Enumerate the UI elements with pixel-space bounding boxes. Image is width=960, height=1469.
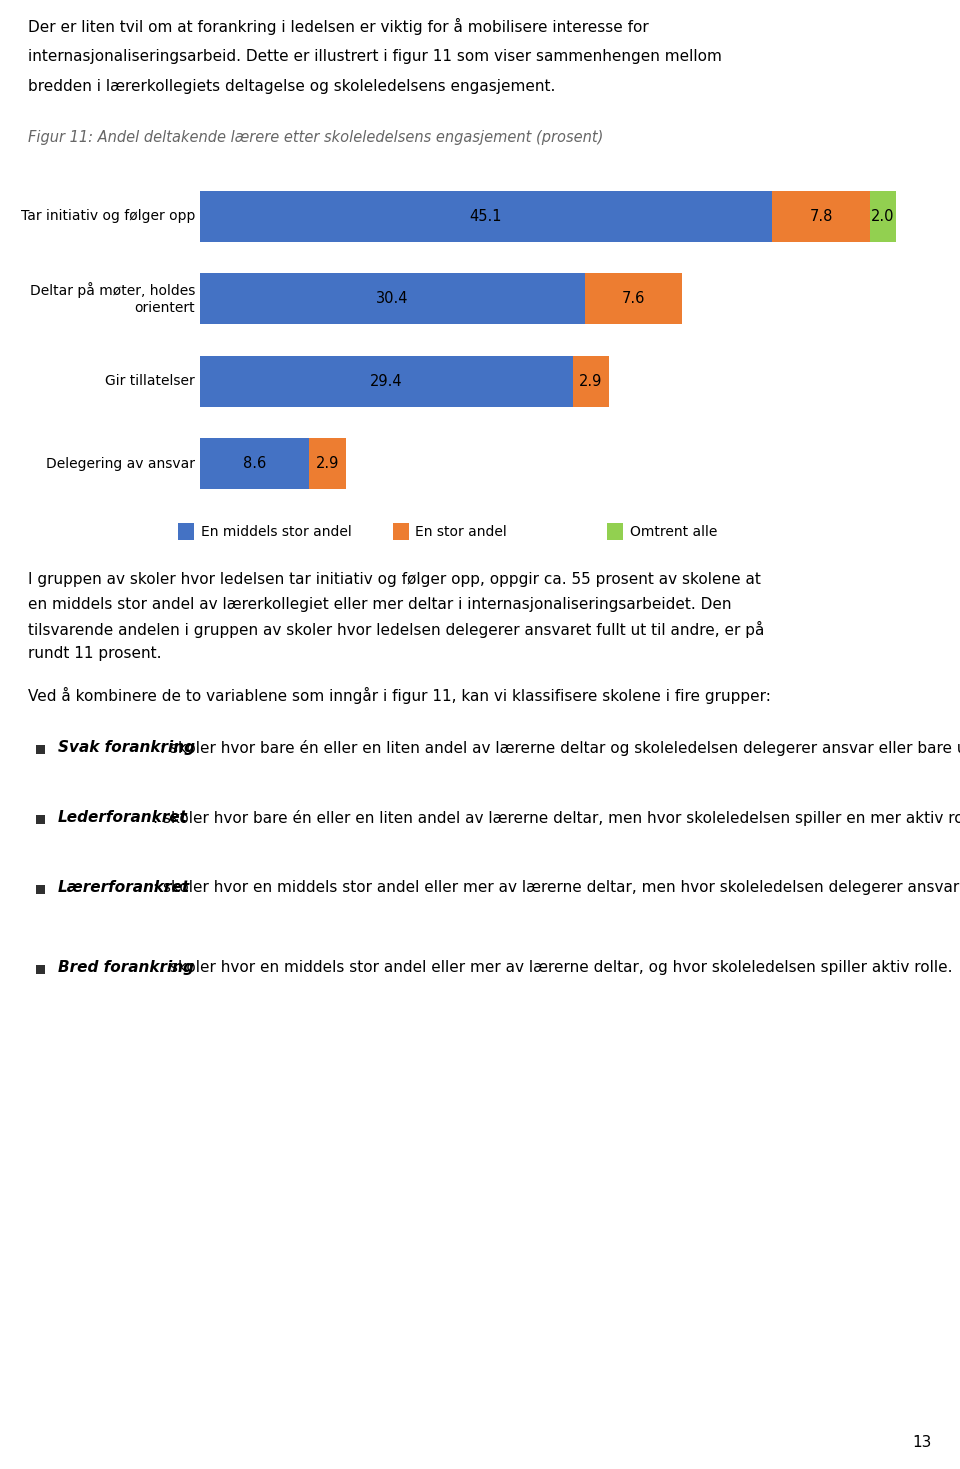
- Text: 2.0: 2.0: [872, 209, 895, 223]
- Bar: [772, 191, 871, 242]
- Text: : skoler hvor bare én eller en liten andel av lærerne deltar og skoleledelsen de: : skoler hvor bare én eller en liten and…: [160, 740, 960, 757]
- Text: : skoler hvor bare én eller en liten andel av lærerne deltar, men hvor skolelede: : skoler hvor bare én eller en liten and…: [154, 809, 960, 826]
- Text: 2.9: 2.9: [579, 373, 603, 389]
- Text: tilsvarende andelen i gruppen av skoler hvor ledelsen delegerer ansvaret fullt u: tilsvarende andelen i gruppen av skoler …: [28, 621, 764, 639]
- Text: en middels stor andel av lærerkollegiet eller mer deltar i internasjonaliserings: en middels stor andel av lærerkollegiet …: [28, 596, 732, 611]
- Text: 2.9: 2.9: [316, 457, 339, 472]
- Text: 30.4: 30.4: [376, 291, 409, 306]
- Text: Deltar på møter, holdes
orientert: Deltar på møter, holdes orientert: [30, 282, 195, 316]
- Text: 13: 13: [912, 1435, 931, 1450]
- Bar: [572, 355, 610, 407]
- Text: Lederforankret: Lederforankret: [58, 809, 188, 826]
- Text: Svak forankring: Svak forankring: [58, 740, 195, 755]
- Bar: [200, 273, 586, 325]
- Bar: [200, 191, 772, 242]
- Bar: [178, 523, 194, 539]
- Text: internasjonaliseringsarbeid. Dette er illustrert i figur 11 som viser sammenheng: internasjonaliseringsarbeid. Dette er il…: [28, 48, 722, 63]
- Text: 29.4: 29.4: [370, 373, 402, 389]
- Text: Gir tillatelser: Gir tillatelser: [106, 375, 195, 388]
- Bar: [393, 523, 409, 539]
- Text: Delegering av ansvar: Delegering av ansvar: [46, 457, 195, 470]
- Bar: [871, 191, 896, 242]
- Bar: [309, 438, 346, 489]
- Text: rundt 11 prosent.: rundt 11 prosent.: [28, 646, 161, 661]
- Text: Tar initiativ og følger opp: Tar initiativ og følger opp: [20, 209, 195, 223]
- Text: 7.8: 7.8: [809, 209, 832, 223]
- Text: 8.6: 8.6: [243, 457, 266, 472]
- Text: Bred forankring: Bred forankring: [58, 961, 194, 975]
- Bar: [200, 438, 309, 489]
- Bar: [586, 273, 682, 325]
- Text: Omtrent alle: Omtrent alle: [630, 524, 717, 539]
- Text: 7.6: 7.6: [622, 291, 645, 306]
- Text: En stor andel: En stor andel: [416, 524, 507, 539]
- Bar: [200, 355, 572, 407]
- Text: Der er liten tvil om at forankring i ledelsen er viktig for å mobilisere interes: Der er liten tvil om at forankring i led…: [28, 18, 649, 35]
- Text: Figur 11: Andel deltakende lærere etter skoleledelsens engasjement (prosent): Figur 11: Andel deltakende lærere etter …: [28, 129, 604, 145]
- Text: : skoler hvor en middels stor andel eller mer av lærerne deltar, og hvor skolele: : skoler hvor en middels stor andel elle…: [160, 961, 952, 975]
- Text: Lærerforankret: Lærerforankret: [58, 880, 190, 895]
- Text: bredden i lærerkollegiets deltagelse og skoleledelsens engasjement.: bredden i lærerkollegiets deltagelse og …: [28, 79, 556, 94]
- Text: Ved å kombinere de to variablene som inngår i figur 11, kan vi klassifisere skol: Ved å kombinere de to variablene som inn…: [28, 687, 771, 704]
- Text: En middels stor andel: En middels stor andel: [201, 524, 351, 539]
- Text: I gruppen av skoler hvor ledelsen tar initiativ og følger opp, oppgir ca. 55 pro: I gruppen av skoler hvor ledelsen tar in…: [28, 571, 761, 588]
- Bar: [607, 523, 623, 539]
- Text: : skoler hvor en middels stor andel eller mer av lærerne deltar, men hvor skolel: : skoler hvor en middels stor andel elle…: [154, 880, 960, 895]
- Text: 45.1: 45.1: [469, 209, 502, 223]
